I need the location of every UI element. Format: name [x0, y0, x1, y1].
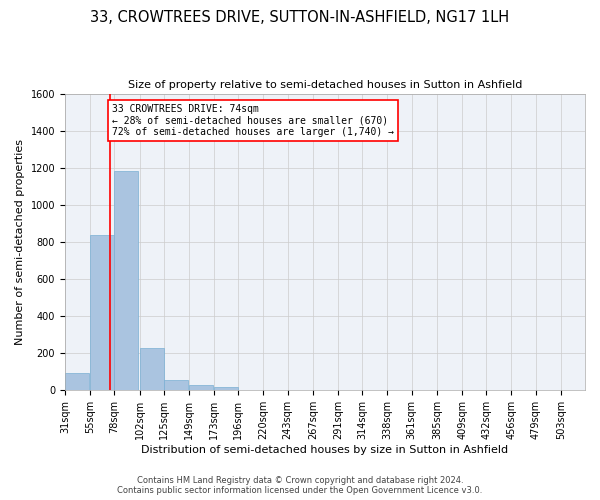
Bar — [140, 348, 164, 391]
Bar — [65, 372, 89, 390]
Bar — [189, 385, 213, 390]
Bar — [114, 170, 139, 390]
Bar — [214, 387, 238, 390]
Text: 33 CROWTREES DRIVE: 74sqm
← 28% of semi-detached houses are smaller (670)
72% of: 33 CROWTREES DRIVE: 74sqm ← 28% of semi-… — [112, 104, 394, 137]
Text: 33, CROWTREES DRIVE, SUTTON-IN-ASHFIELD, NG17 1LH: 33, CROWTREES DRIVE, SUTTON-IN-ASHFIELD,… — [91, 10, 509, 25]
Bar — [164, 380, 188, 390]
Y-axis label: Number of semi-detached properties: Number of semi-detached properties — [15, 139, 25, 345]
X-axis label: Distribution of semi-detached houses by size in Sutton in Ashfield: Distribution of semi-detached houses by … — [142, 445, 509, 455]
Text: Contains HM Land Registry data © Crown copyright and database right 2024.
Contai: Contains HM Land Registry data © Crown c… — [118, 476, 482, 495]
Title: Size of property relative to semi-detached houses in Sutton in Ashfield: Size of property relative to semi-detach… — [128, 80, 522, 90]
Bar — [90, 234, 114, 390]
